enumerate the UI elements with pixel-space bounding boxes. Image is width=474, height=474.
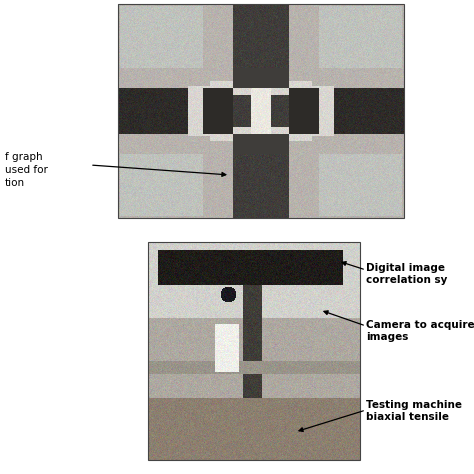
Bar [118, 4, 404, 218]
Text: Camera to acquire
images: Camera to acquire images [366, 320, 474, 342]
Text: Testing machine
biaxial tensile: Testing machine biaxial tensile [366, 400, 462, 422]
Text: Digital image
correlation sy: Digital image correlation sy [366, 263, 447, 285]
Text: used for: used for [5, 165, 48, 175]
Bar [148, 242, 360, 460]
Text: f graph: f graph [5, 152, 43, 162]
Text: tion: tion [5, 178, 25, 188]
